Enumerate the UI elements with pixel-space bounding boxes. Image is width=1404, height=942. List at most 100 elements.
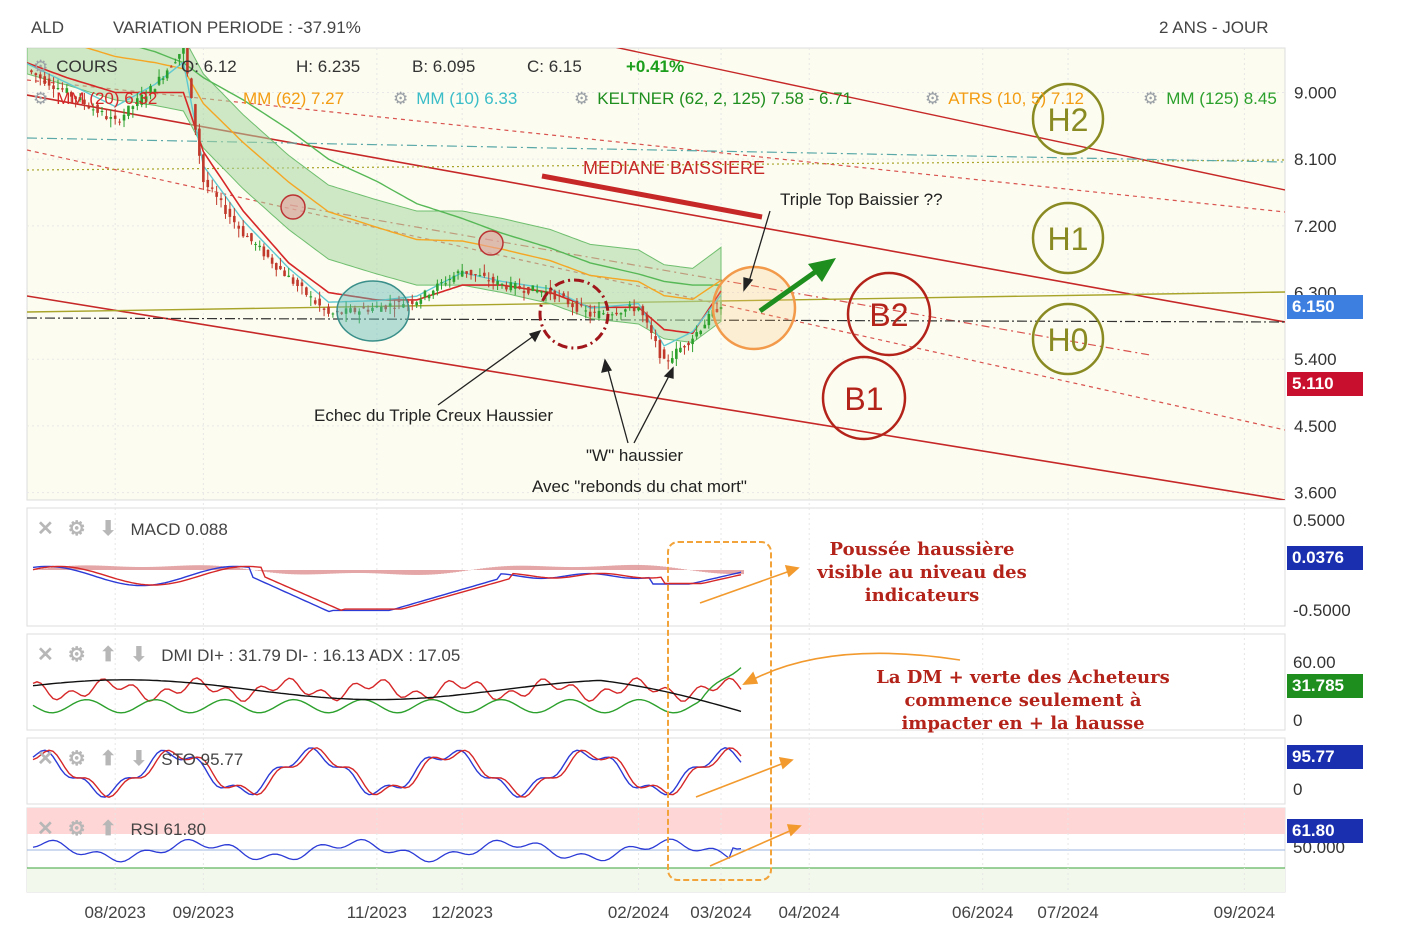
dmi-tick-top: 60.00 (1293, 653, 1336, 672)
candle-body (322, 308, 326, 310)
candle-body (246, 235, 249, 238)
legend-mm10[interactable]: ⚙ MM (10) 6.33 (393, 89, 518, 108)
macd-histogram-bar (585, 566, 588, 570)
macd-histogram-bar (486, 567, 489, 570)
echec-label: Echec du Triple Creux Haussier (314, 406, 554, 425)
macd-histogram-bar (462, 570, 465, 572)
sto-d-line (32, 747, 742, 798)
candle-body (683, 346, 686, 348)
macd-histogram-bar (714, 570, 717, 574)
gear-icon[interactable]: ⚙ (574, 89, 590, 108)
dmi-tick-bottom: 0 (1293, 711, 1303, 730)
macd-histogram-bar (543, 566, 546, 570)
close-value: C: 6.15 (527, 57, 582, 76)
top-circle-1 (280, 194, 306, 220)
gear-icon[interactable]: ⚙ (33, 57, 49, 76)
triple-top-circle (711, 265, 797, 351)
legend-mm20[interactable]: ⚙ MM (20) 6.32 (33, 89, 158, 108)
macd-histogram-bar (120, 566, 123, 570)
candle-body (641, 306, 645, 316)
candle-body (699, 330, 703, 335)
macd-histogram-bar (279, 570, 282, 574)
candle-body (448, 278, 452, 281)
legend-mm62[interactable]: MM (62) 7.27 (243, 89, 345, 108)
macd-histogram-bar (528, 565, 531, 570)
candle-body (460, 270, 464, 277)
macd-histogram-bar (195, 565, 198, 570)
macd-histogram-bar (300, 570, 303, 575)
candle-body (109, 117, 113, 119)
close-icon[interactable]: ✕ (37, 818, 54, 840)
macd-histogram-bar (435, 570, 438, 575)
x-tick-label: 09/2024 (1214, 903, 1275, 922)
gear-icon[interactable]: ⚙ (67, 818, 86, 840)
arrow-up-icon[interactable]: ⬆ (99, 748, 117, 770)
macd-histogram-bar (198, 565, 201, 570)
macd-histogram-bar (615, 565, 618, 570)
macd-histogram-bar (159, 566, 162, 570)
macd-histogram-bar (474, 569, 477, 570)
macd-histogram-bar (114, 566, 117, 570)
candle-body (474, 274, 477, 276)
candle-body (241, 226, 245, 237)
gear-icon[interactable]: ⚙ (67, 748, 86, 770)
arrow-down-icon[interactable]: ⬇ (99, 518, 117, 540)
macd-histogram-bar (555, 566, 558, 570)
period-selector[interactable]: 2 ANS - JOUR (1159, 18, 1269, 37)
candle-body (379, 306, 383, 312)
macd-histogram-bar (399, 570, 402, 575)
candle-body (357, 311, 361, 315)
arrow-echec-head (528, 329, 542, 343)
arrow-echec (437, 334, 536, 406)
gear-icon[interactable]: ⚙ (1143, 89, 1159, 108)
arrow-up-icon[interactable]: ⬆ (99, 818, 117, 840)
gear-icon[interactable]: ⚙ (925, 89, 941, 108)
macd-histogram-bar (696, 570, 699, 572)
macd-histogram-bar (207, 565, 210, 570)
close-icon[interactable]: ✕ (37, 748, 54, 770)
macd-histogram-bar (102, 565, 105, 570)
macd-histogram-bar (177, 565, 180, 570)
gear-icon[interactable]: ⚙ (67, 518, 86, 540)
macd-histogram-bar (276, 570, 279, 574)
close-icon[interactable]: ✕ (37, 644, 54, 666)
x-tick-label: 03/2024 (690, 903, 751, 922)
gear-icon[interactable]: ⚙ (67, 644, 86, 666)
candle-body (250, 233, 253, 242)
macd-histogram-bar (210, 565, 213, 570)
arrow-up-icon[interactable]: ⬆ (99, 644, 117, 666)
candle-body (658, 340, 662, 359)
macd-histogram-bar (441, 570, 444, 574)
macd-histogram-bar (420, 570, 423, 575)
macd-histogram-bar (510, 565, 513, 570)
candle-body (675, 348, 678, 359)
legend-keltner[interactable]: ⚙ KELTNER (62, 2, 125) 7.58 - 6.71 (574, 89, 853, 108)
legend-atrs[interactable]: ⚙ ATRS (10, 5) 7.12 (925, 89, 1084, 108)
candle-body (637, 307, 640, 311)
gear-icon[interactable]: ⚙ (33, 89, 49, 108)
candle-body (557, 294, 561, 296)
macd-label: ✕ ⚙ ⬇ MACD 0.088 (37, 518, 228, 540)
gear-icon[interactable]: ⚙ (393, 89, 409, 108)
candle-body (518, 285, 521, 289)
arrow-down-icon[interactable]: ⬇ (130, 644, 148, 666)
y-tick-label: 9.000 (1294, 83, 1337, 102)
macd-histogram-bar (144, 566, 147, 570)
candle-body (144, 96, 148, 102)
macd-histogram-bar (243, 568, 246, 570)
y-tick-label: 3.600 (1294, 484, 1337, 503)
candle-body (366, 309, 370, 312)
triple-top-label: Triple Top Baissier ?? (780, 190, 943, 209)
macd-histogram-bar (414, 570, 417, 575)
candle-body (715, 308, 719, 313)
orange-arrow-macd (699, 570, 791, 604)
close-icon[interactable]: ✕ (37, 518, 54, 540)
macd-histogram-bar (348, 570, 351, 574)
macd-histogram-bar (513, 565, 516, 570)
candle-body (190, 78, 193, 98)
macd-histogram-bar (297, 570, 300, 575)
legend-mm125[interactable]: ⚙ MM (125) 8.45 (1143, 89, 1277, 108)
orange-curved-arrow-head (742, 671, 759, 685)
arrow-down-icon[interactable]: ⬇ (130, 748, 148, 770)
